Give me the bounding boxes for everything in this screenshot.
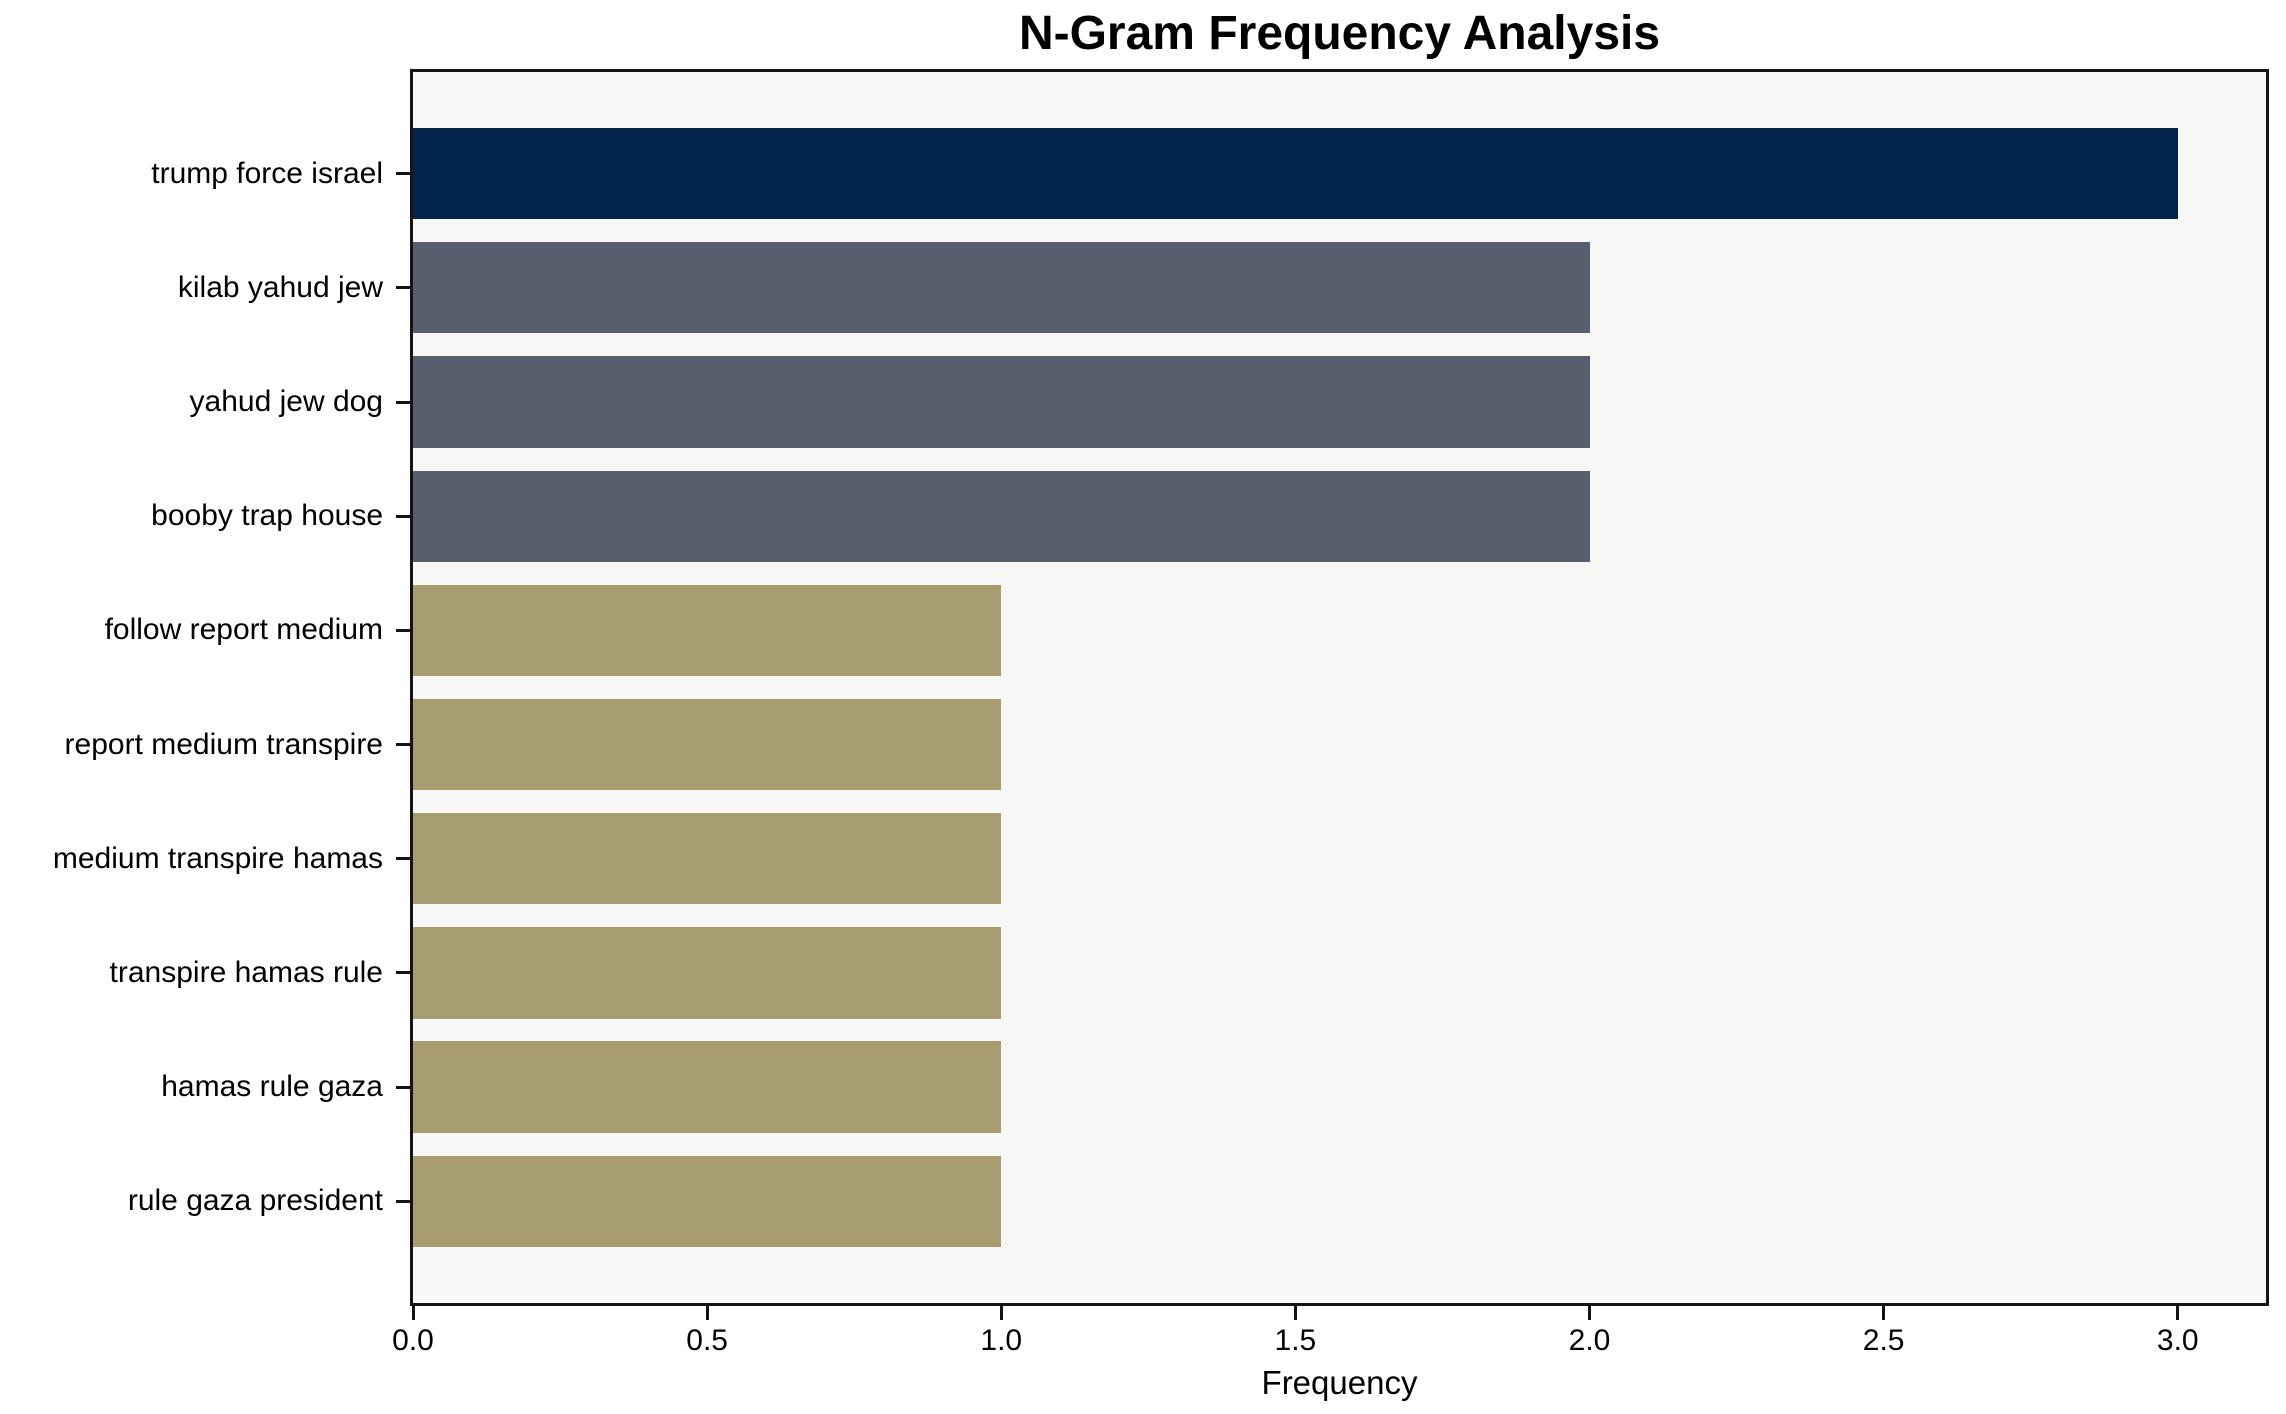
chart-title: N-Gram Frequency Analysis bbox=[1018, 7, 1661, 60]
y-tick-label: hamas rule gaza bbox=[161, 1070, 383, 1104]
y-tick-mark bbox=[396, 286, 410, 290]
y-tick-label: transpire hamas rule bbox=[109, 955, 383, 989]
y-tick-label: medium transpire hamas bbox=[52, 841, 383, 875]
y-tick-label: report medium transpire bbox=[64, 727, 383, 761]
bar-kilab-yahud-jew bbox=[413, 242, 1590, 334]
x-tick-label: 2.5 bbox=[1862, 1324, 1905, 1357]
x-tick-mark bbox=[705, 1306, 709, 1320]
y-tick-mark bbox=[396, 857, 410, 861]
bar-yahud-jew-dog bbox=[413, 356, 1590, 448]
y-tick-label: trump force israel bbox=[151, 156, 383, 190]
y-tick-mark bbox=[396, 1085, 410, 1089]
x-tick-mark bbox=[1588, 1306, 1591, 1320]
x-tick-label: 3.0 bbox=[2156, 1324, 2199, 1357]
bar-trump-force-israel bbox=[413, 127, 2178, 220]
x-tick-mark bbox=[2176, 1306, 2180, 1320]
x-tick-mark bbox=[999, 1306, 1003, 1320]
bar-booby-trap-house bbox=[413, 470, 1590, 562]
y-tick-label: rule gaza president bbox=[127, 1184, 383, 1218]
x-tick-label: 2.0 bbox=[1568, 1324, 1611, 1357]
bar-hamas-rule-gaza bbox=[413, 1041, 1002, 1133]
y-tick-mark bbox=[396, 514, 410, 518]
bar-rule-gaza-president bbox=[413, 1155, 1002, 1248]
y-tick-mark bbox=[396, 1199, 410, 1203]
bar-report-medium-transpire bbox=[413, 698, 1002, 791]
bar-follow-report-medium bbox=[413, 584, 1002, 677]
plot-area bbox=[410, 69, 2269, 1306]
x-tick-mark bbox=[411, 1306, 415, 1320]
y-tick-label: kilab yahud jew bbox=[177, 270, 383, 304]
y-tick-mark bbox=[396, 971, 410, 975]
bar-transpire-hamas-rule bbox=[413, 927, 1002, 1019]
y-tick-mark bbox=[396, 628, 410, 632]
y-tick-mark bbox=[396, 743, 410, 747]
x-tick-label: 1.5 bbox=[1274, 1324, 1317, 1357]
x-axis-title: Frequency bbox=[1261, 1364, 1418, 1401]
x-tick-label: 0.0 bbox=[392, 1324, 434, 1357]
x-tick-mark bbox=[1293, 1306, 1297, 1320]
x-tick-label: 0.5 bbox=[686, 1324, 728, 1357]
y-tick-label: follow report medium bbox=[104, 613, 383, 647]
x-tick-label: 1.0 bbox=[980, 1324, 1023, 1357]
y-tick-label: yahud jew dog bbox=[189, 385, 383, 419]
y-tick-mark bbox=[396, 172, 410, 176]
y-tick-label: booby trap house bbox=[151, 499, 383, 533]
x-tick-mark bbox=[1882, 1306, 1886, 1320]
bar-medium-transpire-hamas bbox=[413, 813, 1002, 905]
y-tick-mark bbox=[396, 400, 410, 404]
